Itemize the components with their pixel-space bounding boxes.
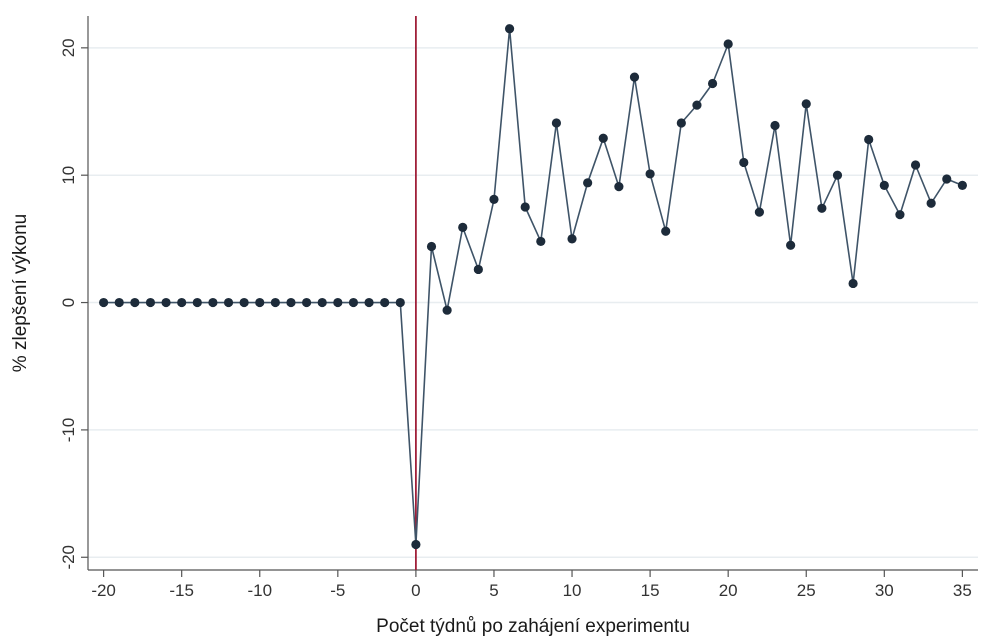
data-point — [645, 169, 655, 179]
data-point — [161, 297, 171, 308]
data-point — [551, 118, 562, 128]
x-tick-label: -20 — [91, 581, 116, 600]
data-point — [926, 198, 936, 208]
data-point — [395, 297, 405, 308]
y-tick-label: 0 — [59, 298, 78, 307]
data-point — [489, 194, 499, 204]
data-point — [707, 78, 718, 89]
data-point — [879, 180, 889, 190]
x-axis-ticks: -20 -15 -10 -5 0 5 10 15 20 25 30 35 — [91, 570, 972, 600]
data-point — [676, 118, 686, 128]
data-point — [629, 72, 640, 82]
data-point — [723, 39, 733, 49]
data-point — [239, 297, 249, 308]
x-tick-label: 35 — [953, 581, 972, 600]
data-point — [130, 297, 140, 308]
data-point — [754, 207, 765, 217]
data-point — [192, 297, 202, 308]
x-tick-label: 25 — [797, 581, 816, 600]
data-point — [255, 297, 265, 308]
data-point — [614, 182, 624, 192]
data-point — [583, 178, 593, 188]
y-tick-label: -10 — [59, 418, 78, 443]
data-point — [739, 157, 749, 168]
x-tick-label: 15 — [641, 581, 660, 600]
y-tick-label: -20 — [59, 545, 78, 570]
x-tick-label: -10 — [247, 581, 272, 600]
data-point — [942, 174, 952, 184]
data-point — [380, 297, 390, 308]
data-point — [832, 170, 843, 180]
data-point — [458, 222, 468, 233]
data-point — [473, 264, 483, 275]
data-point — [786, 240, 796, 250]
data-point — [848, 278, 858, 289]
data-point — [692, 100, 702, 110]
data-point — [957, 180, 967, 190]
data-point — [364, 297, 374, 308]
data-point — [864, 134, 874, 145]
data-point — [910, 160, 921, 170]
data-point — [817, 203, 827, 213]
series-group — [99, 24, 967, 550]
data-point — [801, 99, 811, 109]
data-point — [426, 241, 437, 252]
series-line — [103, 27, 963, 546]
y-axis-title: % zlepšení výkonu — [10, 214, 31, 372]
x-axis-title: Počet týdnů po zahájení experimentu — [376, 616, 690, 637]
x-tick-label: -5 — [330, 581, 345, 600]
x-tick-label: 20 — [719, 581, 738, 600]
x-tick-label: 5 — [489, 581, 498, 600]
data-point — [536, 236, 546, 247]
data-point — [223, 297, 234, 308]
data-point — [208, 297, 218, 308]
data-point — [442, 305, 452, 315]
y-tick-label: 20 — [59, 38, 78, 57]
data-point — [598, 133, 608, 143]
x-tick-label: 10 — [563, 581, 582, 600]
data-point — [567, 234, 577, 244]
data-point — [770, 120, 780, 131]
data-point — [301, 297, 312, 308]
data-point — [286, 297, 296, 308]
x-tick-label: -15 — [169, 581, 194, 600]
data-point — [145, 297, 156, 308]
data-point — [348, 297, 359, 308]
data-point — [333, 297, 343, 308]
x-tick-label: 30 — [875, 581, 894, 600]
data-point — [114, 297, 124, 308]
data-point — [520, 202, 530, 212]
x-tick-label: 0 — [411, 581, 420, 600]
y-axis-ticks: -20 -10 0 10 20 — [59, 38, 88, 570]
data-point — [504, 24, 515, 34]
data-point — [177, 297, 187, 308]
data-point — [99, 297, 109, 308]
data-point — [411, 539, 421, 550]
data-point — [317, 297, 327, 308]
data-point — [661, 226, 671, 236]
data-point — [895, 210, 905, 220]
data-point — [270, 297, 280, 308]
y-tick-label: 10 — [59, 166, 78, 185]
